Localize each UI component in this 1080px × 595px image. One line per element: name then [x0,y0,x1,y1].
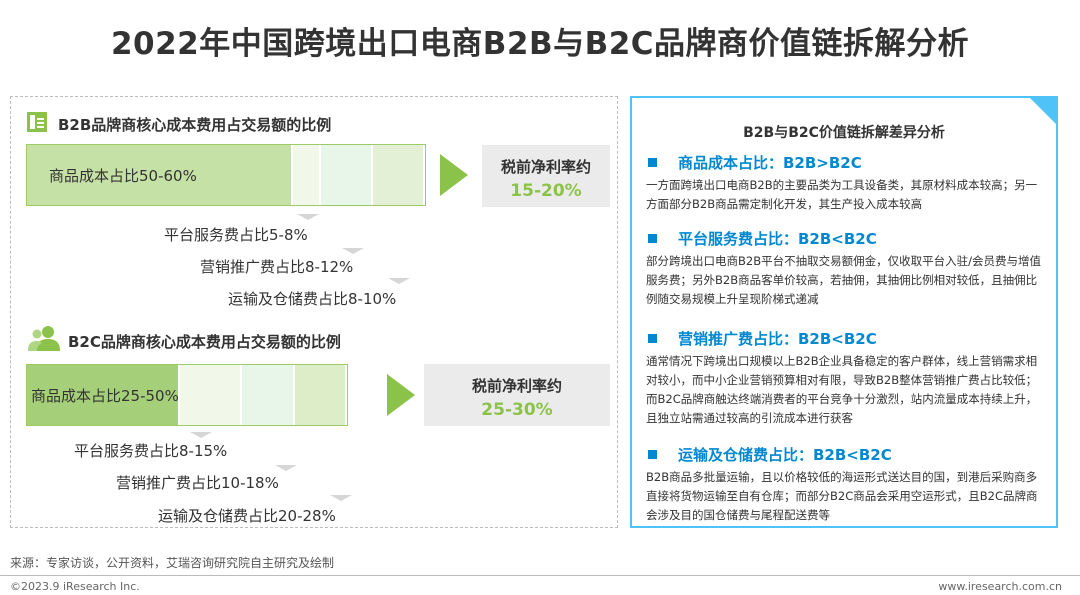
bullet-square-icon [648,158,657,167]
analysis-item: 运输及仓储费占比：B2B<B2C B2B商品多批量运输，且以价格较低的海运形式送… [646,444,1046,525]
b2b-fee-platform: 平台服务费占比5-8% [164,226,308,244]
b2c-heading: B2C品牌商核心成本费用占交易额的比例 [68,333,341,351]
b2b-fee-logistics: 运输及仓储费占比8-10% [228,290,397,308]
b2b-logistics-segment [373,145,425,205]
b2b-arrow [440,154,468,196]
analysis-item-head: 运输及仓储费占比：B2B<B2C [678,446,892,464]
analysis-item: 平台服务费占比：B2B<B2C 部分跨境出口电商B2B平台不抽取交易额佣金，仅收… [646,228,1046,309]
b2b-fee-marketing: 营销推广费占比8-12% [200,258,354,276]
b2c-product-cost-segment [27,365,181,425]
analysis-item: 商品成本占比：B2B>B2C 一方面跨境出口电商B2B的主要品类为工具设备类，其… [646,152,1046,214]
analysis-item-body: 部分跨境出口电商B2B平台不抽取交易额佣金，仅收取平台入驻/会员费与增值服务费；… [646,254,1041,306]
b2c-fee-platform: 平台服务费占比8-15% [74,442,228,460]
analysis-item-head: 商品成本占比：B2B>B2C [678,154,862,172]
b2c-profit-value: 25-30% [481,400,553,420]
b2b-profit-value: 15-20% [510,181,582,201]
bullet-square-icon [648,450,657,459]
page-title: 2022年中国跨境出口电商B2B与B2C品牌商价值链拆解分析 [110,26,970,62]
b2c-fee-logistics: 运输及仓储费占比20-28% [158,507,336,525]
analysis-item: 营销推广费占比：B2B<B2C 通常情况下跨境出口规模以上B2B企业具备稳定的客… [646,328,1046,428]
analysis-item-body: B2B商品多批量运输，且以价格较低的海运形式送达目的国，到港后采购商多直接将货物… [646,470,1038,522]
source-note: 来源：专家访谈，公开资料，艾瑞咨询研究院自主研究及绘制 [10,556,335,570]
chevron-down-icon [330,495,352,501]
analysis-item-body: 通常情况下跨境出口规模以上B2B企业具备稳定的客户群体，线上营销需求相对较小，而… [646,354,1038,425]
cost-breakdown-panel [10,96,618,528]
b2c-platform-segment [180,365,242,425]
users-icon [26,324,62,352]
analysis-title: B2B与B2C价值链拆解差异分析 [743,125,945,141]
footer-divider [0,575,1080,576]
copyright: ©2023.9 iResearch Inc. [10,580,140,593]
analysis-item-body: 一方面跨境出口电商B2B的主要品类为工具设备类，其原材料成本较高；另一方面部分B… [646,178,1038,211]
chevron-down-icon [342,248,364,254]
difference-analysis-panel: B2B与B2C价值链拆解差异分析 商品成本占比：B2B>B2C 一方面跨境出口电… [630,96,1058,528]
b2b-cost-bar: 商品成本占比50-60% [26,144,426,206]
chevron-down-icon [275,465,297,471]
b2c-cost-bar: 商品成本占比25-50% [26,364,348,426]
website-link[interactable]: www.iresearch.com.cn [938,580,1062,593]
b2c-product-cost-label: 商品成本占比25-50% [31,386,179,405]
b2c-marketing-segment [241,365,296,425]
b2c-arrow [387,374,415,416]
analysis-item-head: 平台服务费占比：B2B<B2C [678,230,877,248]
b2b-profit-label: 税前净利率约 [500,158,591,176]
analysis-item-head: 营销推广费占比：B2B<B2C [678,330,877,348]
b2b-profit-box: 税前净利率约 15-20% [482,145,610,207]
building-icon [26,111,48,133]
chevron-down-icon [297,214,319,220]
b2b-marketing-segment [321,145,373,205]
b2b-platform-segment [293,145,321,205]
b2c-logistics-segment [295,365,348,425]
chevron-down-icon [388,278,410,284]
bullet-square-icon [648,334,657,343]
b2b-product-cost-segment [27,145,293,205]
corner-fold-decoration [1028,96,1058,126]
chevron-down-icon [190,432,212,438]
b2b-heading: B2B品牌商核心成本费用占交易额的比例 [58,116,332,134]
b2c-profit-box: 税前净利率约 25-30% [424,364,610,426]
b2c-profit-label: 税前净利率约 [471,377,562,395]
b2c-fee-marketing: 营销推广费占比10-18% [116,474,279,492]
b2b-product-cost-label: 商品成本占比50-60% [49,166,197,185]
bullet-square-icon [648,234,657,243]
